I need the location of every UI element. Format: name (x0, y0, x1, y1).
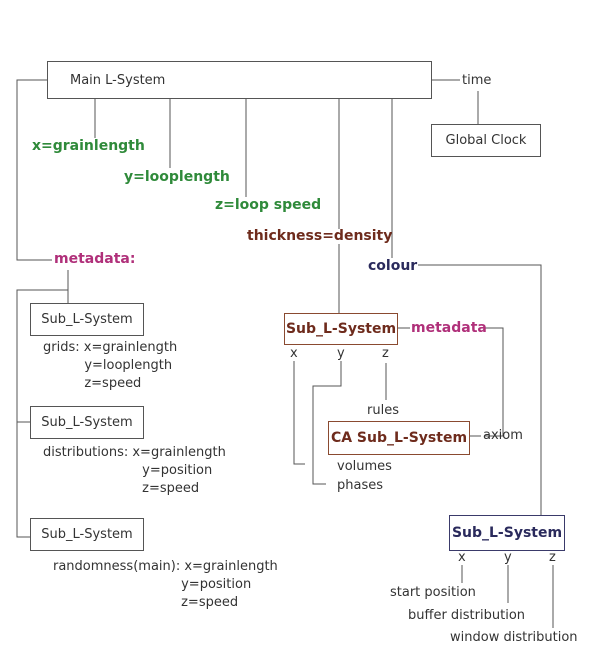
center-metadata-label: metadata (411, 320, 487, 336)
sub-l-system-3-box: Sub_L-System (30, 518, 144, 551)
center-x-label: x (290, 346, 298, 361)
right-z-label: z (549, 550, 556, 565)
sub-l-system-2-label: Sub_L-System (41, 415, 133, 430)
sub-l-system-1-box: Sub_L-System (30, 303, 144, 336)
line-center-x (293, 361, 305, 465)
buffer-distribution-label: buffer distribution (408, 608, 526, 623)
sub-l-system-right-label: Sub_L-System (451, 525, 563, 541)
main-l-system-label: Main L-System (70, 72, 166, 88)
metadata-left-label: metadata: (54, 251, 136, 267)
sub-l-system-1-label: Sub_L-System (41, 312, 133, 327)
center-y-label: y (337, 346, 345, 361)
rules-label: rules (367, 403, 399, 418)
line-main-to-metadata (16, 79, 52, 261)
sub-l-system-center-label: Sub_L-System (285, 321, 397, 337)
sub-l-system-3-description: randomness(main): x=grainlength y=positi… (53, 559, 278, 610)
sub-l-system-center-box: Sub_L-System (284, 313, 398, 345)
thickness-density-label: thickness=density (247, 228, 393, 244)
main-l-system-box: Main L-System (47, 61, 432, 99)
global-clock-box: Global Clock (431, 124, 541, 157)
sub-l-system-2-description: distributions: x=grainlength y=position … (43, 445, 226, 496)
volumes-label: volumes (337, 459, 392, 474)
sub-l-system-3-label: Sub_L-System (41, 527, 133, 542)
sub-l-system-right-box: Sub_L-System (449, 515, 565, 551)
ca-sub-l-system-box: CA Sub_L-System (328, 421, 470, 455)
x-grainlength-label: x=grainlength (32, 138, 145, 154)
window-distribution-label: window distribution (450, 630, 578, 645)
line-colour-to-right-sub (418, 264, 542, 518)
start-position-label: start position (390, 585, 476, 600)
ca-sub-l-system-label: CA Sub_L-System (330, 430, 468, 446)
right-y-label: y (504, 550, 512, 565)
phases-label: phases (337, 478, 384, 493)
right-x-label: x (458, 550, 466, 565)
line-metadata-down (16, 270, 69, 538)
axiom-label: axiom (483, 428, 523, 443)
sub-l-system-2-box: Sub_L-System (30, 406, 144, 439)
sub-l-system-1-description: grids: x=grainlength y=looplength z=spee… (43, 340, 178, 391)
z-loopspeed-label: z=loop speed (215, 197, 322, 213)
time-label: time (462, 73, 492, 88)
center-z-label: z (382, 346, 389, 361)
line-center-y (312, 361, 342, 485)
colour-label: colour (368, 258, 418, 274)
y-looplength-label: y=looplength (124, 169, 230, 185)
line-metadata-to-axiom (484, 327, 504, 437)
global-clock-label: Global Clock (445, 133, 527, 148)
